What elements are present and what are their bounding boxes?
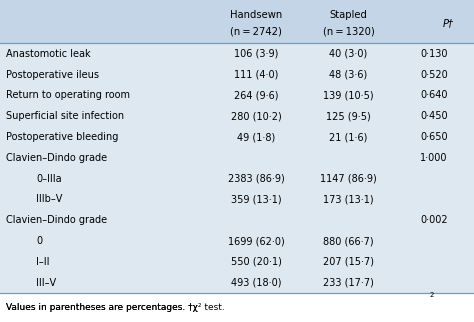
Text: 0·520: 0·520 — [420, 70, 448, 80]
Text: 0·130: 0·130 — [420, 49, 448, 59]
FancyBboxPatch shape — [0, 0, 474, 293]
Text: 233 (17·7): 233 (17·7) — [323, 278, 374, 288]
Text: P†: P† — [442, 18, 454, 28]
Text: 173 (13·1): 173 (13·1) — [323, 194, 374, 204]
FancyBboxPatch shape — [0, 0, 474, 43]
Text: 280 (10·2): 280 (10·2) — [230, 111, 282, 121]
Text: Values in parentheses are percentages. †χ² test.: Values in parentheses are percentages. †… — [6, 303, 224, 312]
Text: Return to operating room: Return to operating room — [6, 90, 130, 100]
Text: (n = 1320): (n = 1320) — [322, 26, 374, 36]
Text: 21 (1·6): 21 (1·6) — [329, 132, 367, 142]
Text: 0·002: 0·002 — [420, 215, 448, 225]
Text: Clavien–Dindo grade: Clavien–Dindo grade — [6, 215, 107, 225]
Text: I–II: I–II — [36, 257, 50, 267]
Text: 1·000: 1·000 — [420, 153, 448, 163]
Text: Postoperative bleeding: Postoperative bleeding — [6, 132, 118, 142]
Text: 111 (4·0): 111 (4·0) — [234, 70, 278, 80]
Text: 207 (15·7): 207 (15·7) — [323, 257, 374, 267]
Text: 0·650: 0·650 — [420, 132, 448, 142]
Text: 0·640: 0·640 — [420, 90, 448, 100]
Text: IIIb–V: IIIb–V — [36, 194, 63, 204]
Text: Handsewn: Handsewn — [230, 10, 282, 20]
Text: Stapled: Stapled — [329, 10, 367, 20]
Text: 106 (3·9): 106 (3·9) — [234, 49, 278, 59]
Text: 493 (18·0): 493 (18·0) — [231, 278, 281, 288]
Text: III–V: III–V — [36, 278, 56, 288]
Text: 1147 (86·9): 1147 (86·9) — [320, 174, 377, 184]
Text: Postoperative ileus: Postoperative ileus — [6, 70, 99, 80]
Text: 264 (9·6): 264 (9·6) — [234, 90, 278, 100]
Text: Anastomotic leak: Anastomotic leak — [6, 49, 91, 59]
Text: 1699 (62·0): 1699 (62·0) — [228, 236, 284, 246]
Text: 0·450: 0·450 — [420, 111, 448, 121]
Text: 40 (3·0): 40 (3·0) — [329, 49, 367, 59]
Text: 49 (1·8): 49 (1·8) — [237, 132, 275, 142]
Text: 880 (66·7): 880 (66·7) — [323, 236, 374, 246]
Text: 550 (20·1): 550 (20·1) — [230, 257, 282, 267]
Text: 139 (10·5): 139 (10·5) — [323, 90, 374, 100]
Text: 359 (13·1): 359 (13·1) — [231, 194, 281, 204]
Text: Values in parentheses are percentages. †χ: Values in parentheses are percentages. †… — [6, 303, 198, 312]
Text: 2: 2 — [429, 291, 434, 298]
Text: Clavien–Dindo grade: Clavien–Dindo grade — [6, 153, 107, 163]
Text: 0: 0 — [36, 236, 43, 246]
Text: 48 (3·6): 48 (3·6) — [329, 70, 367, 80]
Text: 2383 (86·9): 2383 (86·9) — [228, 174, 284, 184]
Text: (n = 2742): (n = 2742) — [230, 26, 282, 36]
Text: Superficial site infection: Superficial site infection — [6, 111, 124, 121]
Text: 0–IIIa: 0–IIIa — [36, 174, 62, 184]
Text: 125 (9·5): 125 (9·5) — [326, 111, 371, 121]
